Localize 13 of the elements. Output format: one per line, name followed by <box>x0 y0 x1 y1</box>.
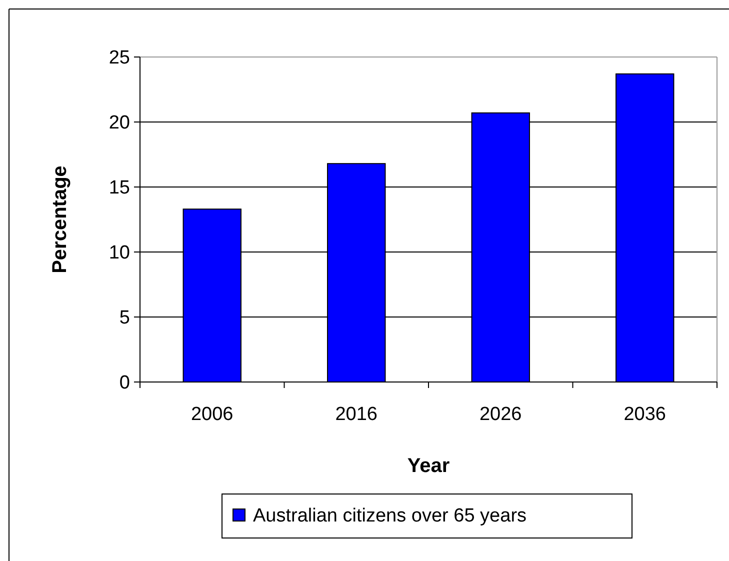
y-tick-label: 25 <box>108 48 130 69</box>
y-tick-label: 10 <box>108 242 130 264</box>
y-tick-label: 5 <box>119 308 130 329</box>
x-tick-label: 2026 <box>479 404 522 425</box>
x-axis-title: Year <box>407 455 450 477</box>
x-tick-label: 2006 <box>190 404 234 425</box>
y-tick-label: 20 <box>108 112 130 134</box>
legend-label: Australian citizens over 65 years <box>253 506 527 527</box>
y-axis-title: Percentage <box>49 166 71 274</box>
x-tick-label: 2036 <box>624 404 666 425</box>
x-tick-label: 2016 <box>335 404 378 425</box>
y-tick-label: 0 <box>119 372 130 394</box>
y-tick-label: 15 <box>108 178 130 199</box>
